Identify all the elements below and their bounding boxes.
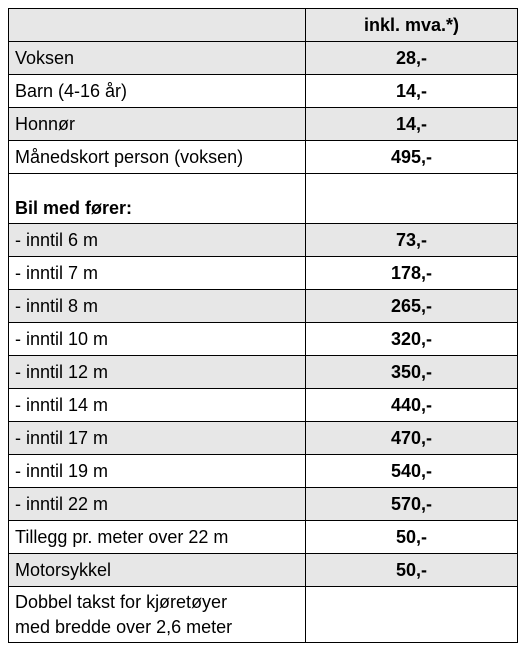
row-label: - inntil 12 m	[9, 356, 306, 389]
row-label: Månedskort person (voksen)	[9, 141, 306, 174]
row-label: Voksen	[9, 42, 306, 75]
row-label: - inntil 14 m	[9, 389, 306, 422]
table-row: - inntil 19 m540,-	[9, 455, 518, 488]
table-row: - inntil 6 m73,-	[9, 224, 518, 257]
row-label: - inntil 7 m	[9, 257, 306, 290]
row-price: 350,-	[306, 356, 518, 389]
row-price: 320,-	[306, 323, 518, 356]
row-label: - inntil 8 m	[9, 290, 306, 323]
row-price: 178,-	[306, 257, 518, 290]
table-row: Tillegg pr. meter over 22 m50,-	[9, 521, 518, 554]
row-label: - inntil 19 m	[9, 455, 306, 488]
footnote-label: Dobbel takst for kjøretøyermed bredde ov…	[9, 587, 306, 643]
table-row: Motorsykkel50,-	[9, 554, 518, 587]
table-row: - inntil 10 m320,-	[9, 323, 518, 356]
header-row: inkl. mva.*)	[9, 9, 518, 42]
footnote-blank	[306, 587, 518, 643]
row-label: Barn (4-16 år)	[9, 75, 306, 108]
row-price: 14,-	[306, 108, 518, 141]
row-label: Tillegg pr. meter over 22 m	[9, 521, 306, 554]
row-label: - inntil 22 m	[9, 488, 306, 521]
table-row: - inntil 17 m470,-	[9, 422, 518, 455]
row-label: - inntil 6 m	[9, 224, 306, 257]
section-title: Bil med fører:	[9, 174, 306, 224]
row-price: 14,-	[306, 75, 518, 108]
row-price: 73,-	[306, 224, 518, 257]
row-price: 50,-	[306, 554, 518, 587]
footnote-row: Dobbel takst for kjøretøyermed bredde ov…	[9, 587, 518, 643]
row-label: - inntil 17 m	[9, 422, 306, 455]
row-price: 265,-	[306, 290, 518, 323]
table-row: - inntil 22 m570,-	[9, 488, 518, 521]
row-label: Honnør	[9, 108, 306, 141]
table-row: - inntil 14 m440,-	[9, 389, 518, 422]
table-row: Honnør14,-	[9, 108, 518, 141]
table-row: - inntil 7 m178,-	[9, 257, 518, 290]
row-price: 570,-	[306, 488, 518, 521]
section-blank	[306, 174, 518, 224]
row-price: 540,-	[306, 455, 518, 488]
table-row: Voksen28,-	[9, 42, 518, 75]
table-row: - inntil 8 m265,-	[9, 290, 518, 323]
row-price: 50,-	[306, 521, 518, 554]
row-price: 495,-	[306, 141, 518, 174]
header-blank	[9, 9, 306, 42]
table-row: - inntil 12 m350,-	[9, 356, 518, 389]
row-price: 470,-	[306, 422, 518, 455]
table-row: Månedskort person (voksen)495,-	[9, 141, 518, 174]
row-price: 440,-	[306, 389, 518, 422]
row-price: 28,-	[306, 42, 518, 75]
row-label: - inntil 10 m	[9, 323, 306, 356]
table-row: Barn (4-16 år)14,-	[9, 75, 518, 108]
price-table: inkl. mva.*)Voksen28,-Barn (4-16 år)14,-…	[8, 8, 518, 643]
price-table-body: inkl. mva.*)Voksen28,-Barn (4-16 år)14,-…	[9, 9, 518, 643]
section-row: Bil med fører:	[9, 174, 518, 224]
footnote-line2: med bredde over 2,6 meter	[15, 615, 299, 639]
header-price: inkl. mva.*)	[306, 9, 518, 42]
row-label: Motorsykkel	[9, 554, 306, 587]
